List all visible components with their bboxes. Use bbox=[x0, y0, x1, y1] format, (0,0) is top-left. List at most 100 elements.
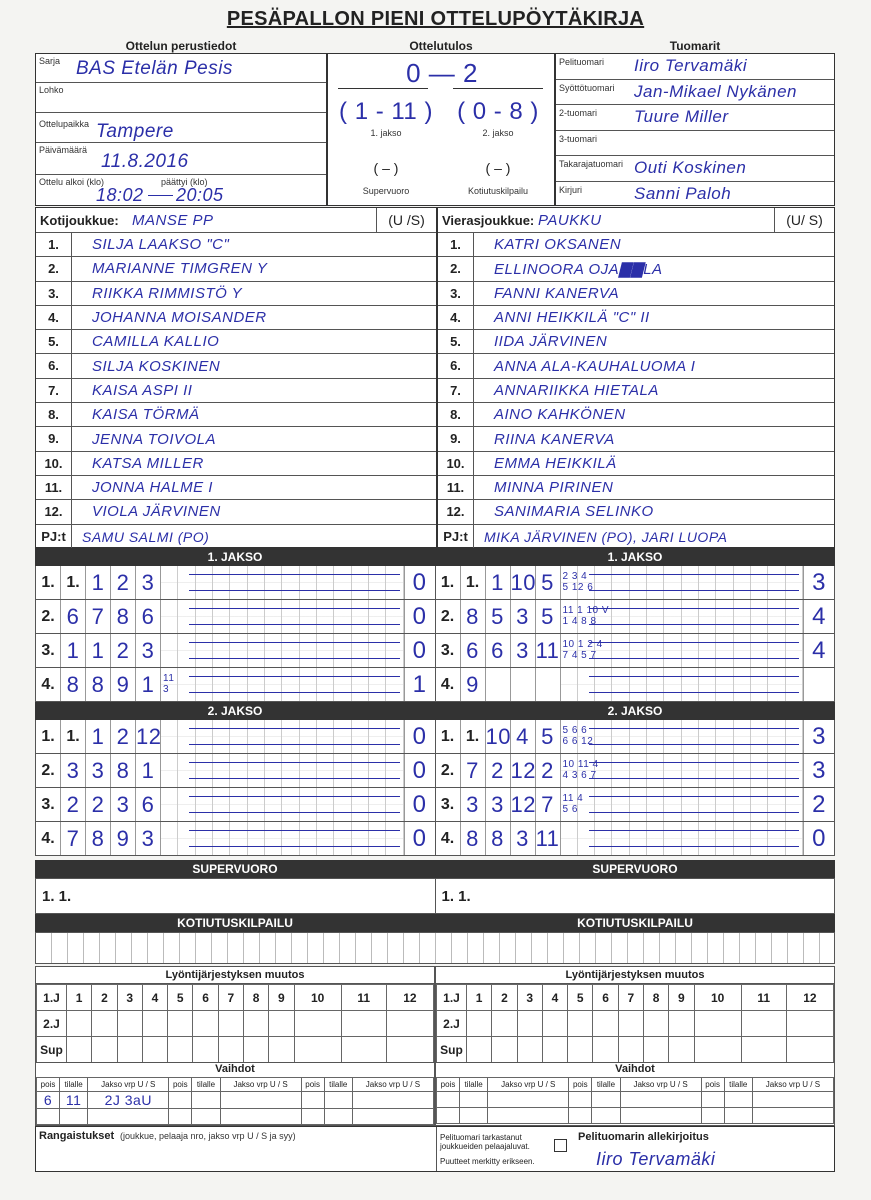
substitution-cell[interactable] bbox=[35, 1108, 61, 1125]
substitution-cell[interactable] bbox=[619, 1091, 702, 1108]
order-cell[interactable] bbox=[567, 1036, 594, 1063]
order-cell[interactable] bbox=[268, 1010, 295, 1037]
order-cell[interactable] bbox=[740, 1036, 787, 1063]
order-cell[interactable] bbox=[693, 1036, 742, 1063]
order-cell[interactable] bbox=[293, 1036, 342, 1063]
batter-cell: 6 bbox=[486, 634, 511, 667]
order-cell[interactable] bbox=[217, 1010, 244, 1037]
order-cell[interactable] bbox=[516, 1010, 543, 1037]
player-row: 5. IIDA JÄRVINEN bbox=[438, 330, 834, 355]
substitution-cell[interactable] bbox=[435, 1091, 461, 1108]
substitution-cell[interactable] bbox=[351, 1108, 435, 1125]
order-cell[interactable] bbox=[465, 1010, 493, 1037]
substitution-cell[interactable] bbox=[723, 1091, 753, 1108]
order-cell[interactable] bbox=[192, 1036, 219, 1063]
substitution-cell[interactable] bbox=[323, 1091, 353, 1109]
substitution-cell[interactable] bbox=[700, 1091, 725, 1108]
order-cell[interactable] bbox=[141, 1036, 169, 1063]
order-cell[interactable] bbox=[541, 1010, 569, 1037]
order-cell[interactable] bbox=[167, 1010, 194, 1037]
substitution-cell[interactable] bbox=[323, 1108, 353, 1125]
substitution-cell[interactable] bbox=[351, 1091, 435, 1109]
substitution-cell[interactable] bbox=[700, 1107, 725, 1124]
substitution-cell[interactable] bbox=[59, 1108, 89, 1125]
substitution-cell[interactable] bbox=[487, 1091, 570, 1108]
order-cell[interactable] bbox=[642, 1036, 670, 1063]
order-cell[interactable] bbox=[491, 1010, 518, 1037]
player-row: 3. RIIKKA RIMMISTÖ Y bbox=[36, 281, 436, 306]
order-cell[interactable] bbox=[340, 1036, 387, 1063]
order-cell[interactable] bbox=[668, 1036, 695, 1063]
order-cell[interactable] bbox=[385, 1036, 435, 1063]
order-cell[interactable] bbox=[516, 1036, 543, 1063]
order-cell[interactable] bbox=[91, 1010, 118, 1037]
order-cell[interactable] bbox=[65, 1010, 93, 1037]
order-cell[interactable] bbox=[465, 1036, 493, 1063]
substitution-cell[interactable] bbox=[300, 1091, 325, 1109]
substitution-cell[interactable] bbox=[219, 1108, 302, 1125]
order-cell[interactable] bbox=[65, 1036, 93, 1063]
substitution-cell[interactable] bbox=[723, 1107, 753, 1124]
substitution-cell[interactable] bbox=[459, 1091, 489, 1108]
substitution-cell[interactable] bbox=[191, 1108, 221, 1125]
substitution-cell[interactable] bbox=[591, 1107, 621, 1124]
substitution-cell[interactable]: 11 bbox=[59, 1091, 89, 1109]
substitution-cell[interactable] bbox=[219, 1091, 302, 1109]
substitution-cell[interactable] bbox=[751, 1091, 835, 1108]
substitution-cell[interactable] bbox=[435, 1107, 461, 1124]
order-cell[interactable] bbox=[668, 1010, 695, 1037]
order-cell[interactable] bbox=[785, 1010, 835, 1037]
order-cell[interactable] bbox=[116, 1036, 143, 1063]
order-cell[interactable] bbox=[116, 1010, 143, 1037]
order-cell[interactable] bbox=[91, 1036, 118, 1063]
order-cell[interactable] bbox=[242, 1010, 270, 1037]
player-name: MARIANNE TIMGREN Y bbox=[92, 260, 268, 278]
player-row: 7. KAISA ASPI II bbox=[36, 378, 436, 404]
order-cell[interactable] bbox=[268, 1036, 295, 1063]
order-cell[interactable] bbox=[592, 1010, 619, 1037]
substitution-cell[interactable] bbox=[591, 1091, 621, 1108]
team-label: Vierasjoukkue: bbox=[442, 212, 535, 228]
order-cell[interactable] bbox=[167, 1036, 194, 1063]
kotiutus-score: ( – ) bbox=[485, 160, 511, 176]
ink-lines bbox=[588, 642, 799, 659]
substitution-cell[interactable] bbox=[87, 1108, 170, 1125]
order-cell[interactable] bbox=[617, 1036, 644, 1063]
order-cell[interactable] bbox=[541, 1036, 569, 1063]
order-cell[interactable] bbox=[592, 1036, 619, 1063]
inning-grid bbox=[560, 822, 804, 855]
substitution-cell[interactable] bbox=[751, 1107, 835, 1124]
order-cell[interactable] bbox=[242, 1036, 270, 1063]
substitution-cell[interactable] bbox=[568, 1091, 593, 1108]
substitution-cell[interactable] bbox=[300, 1108, 325, 1125]
substitution-cell[interactable] bbox=[191, 1091, 221, 1109]
order-cell[interactable] bbox=[567, 1010, 594, 1037]
team-name: PAUKKU bbox=[538, 211, 602, 229]
substitution-cell[interactable] bbox=[459, 1107, 489, 1124]
order-change-title: Lyöntijärjestyksen muutos bbox=[436, 967, 834, 984]
substitution-cell[interactable] bbox=[619, 1107, 702, 1124]
order-cell[interactable] bbox=[385, 1010, 435, 1037]
order-cell[interactable] bbox=[642, 1010, 670, 1037]
substitution-cell[interactable]: 6 bbox=[35, 1091, 61, 1109]
substitution-cell[interactable] bbox=[487, 1107, 570, 1124]
order-cell[interactable] bbox=[491, 1036, 518, 1063]
player-number: 2. bbox=[438, 257, 474, 281]
order-cell[interactable] bbox=[141, 1010, 169, 1037]
inning-grid bbox=[161, 754, 405, 787]
order-cell[interactable] bbox=[217, 1036, 244, 1063]
substitution-cell[interactable]: 2J 3aU bbox=[87, 1091, 170, 1109]
order-cell[interactable] bbox=[192, 1010, 219, 1037]
substitution-cell[interactable] bbox=[168, 1108, 193, 1125]
referee-name: Sanni Paloh bbox=[634, 183, 732, 203]
substitution-cell[interactable] bbox=[568, 1107, 593, 1124]
order-cell[interactable] bbox=[293, 1010, 342, 1037]
order-cell[interactable] bbox=[617, 1010, 644, 1037]
order-cell[interactable] bbox=[693, 1010, 742, 1037]
order-cell[interactable] bbox=[340, 1010, 387, 1037]
substitution-cell[interactable] bbox=[168, 1091, 193, 1109]
player-number: 4. bbox=[438, 305, 474, 330]
check-checkbox[interactable] bbox=[554, 1139, 567, 1152]
order-cell[interactable] bbox=[740, 1010, 787, 1037]
order-cell[interactable] bbox=[785, 1036, 835, 1063]
